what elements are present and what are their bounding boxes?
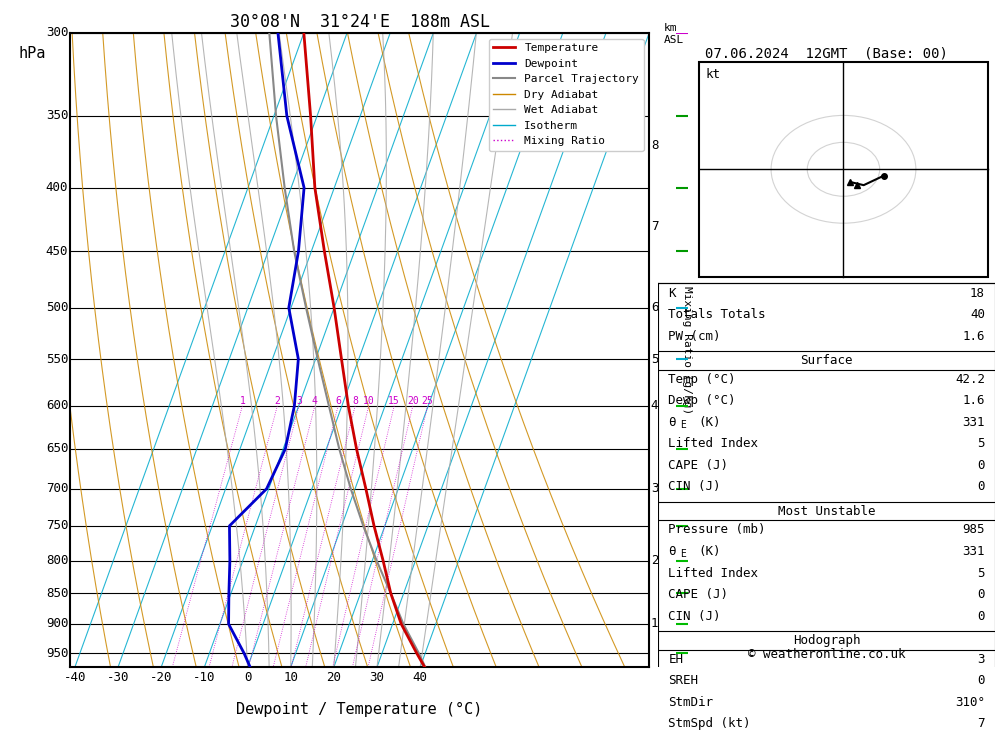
Text: 985: 985 bbox=[962, 523, 985, 537]
Text: 07.06.2024  12GMT  (Base: 00): 07.06.2024 12GMT (Base: 00) bbox=[705, 47, 948, 61]
Text: 1: 1 bbox=[239, 396, 245, 406]
Text: 6: 6 bbox=[651, 301, 658, 314]
Text: 2: 2 bbox=[274, 396, 280, 406]
Text: 0: 0 bbox=[977, 674, 985, 688]
Text: 700: 700 bbox=[46, 482, 68, 496]
Text: StmSpd (kt): StmSpd (kt) bbox=[668, 718, 751, 730]
Text: 4: 4 bbox=[312, 396, 318, 406]
Text: 3: 3 bbox=[296, 396, 302, 406]
Text: 450: 450 bbox=[46, 245, 68, 257]
Text: 7: 7 bbox=[651, 220, 658, 233]
Text: 10: 10 bbox=[283, 671, 298, 685]
Text: 20: 20 bbox=[326, 671, 341, 685]
Text: Lifted Index: Lifted Index bbox=[668, 438, 758, 450]
Text: 18: 18 bbox=[970, 287, 985, 300]
Text: 850: 850 bbox=[46, 586, 68, 600]
Text: 750: 750 bbox=[46, 520, 68, 532]
Title: 30°08'N  31°24'E  188m ASL: 30°08'N 31°24'E 188m ASL bbox=[230, 13, 490, 32]
Text: 500: 500 bbox=[46, 301, 68, 314]
Text: E: E bbox=[680, 419, 686, 430]
Text: CIN (J): CIN (J) bbox=[668, 610, 721, 623]
Text: 2: 2 bbox=[651, 554, 658, 567]
Text: 350: 350 bbox=[46, 109, 68, 122]
Text: 5: 5 bbox=[977, 567, 985, 580]
Text: Mixing Ratio (g/kg): Mixing Ratio (g/kg) bbox=[682, 286, 692, 414]
Text: 25: 25 bbox=[422, 396, 434, 406]
Text: 1.6: 1.6 bbox=[962, 394, 985, 408]
Text: 8: 8 bbox=[352, 396, 358, 406]
Text: Dewpoint / Temperature (°C): Dewpoint / Temperature (°C) bbox=[236, 702, 483, 717]
Text: 600: 600 bbox=[46, 399, 68, 413]
Text: θ: θ bbox=[668, 545, 676, 558]
Text: -20: -20 bbox=[150, 671, 172, 685]
Text: 900: 900 bbox=[46, 617, 68, 630]
Text: StmDir: StmDir bbox=[668, 696, 713, 709]
Text: 331: 331 bbox=[962, 416, 985, 429]
Text: θ: θ bbox=[668, 416, 676, 429]
Text: Lifted Index: Lifted Index bbox=[668, 567, 758, 580]
Text: EH: EH bbox=[668, 652, 683, 666]
Text: -40: -40 bbox=[64, 671, 86, 685]
Text: 310°: 310° bbox=[955, 696, 985, 709]
Text: 8: 8 bbox=[651, 139, 658, 152]
Text: -30: -30 bbox=[107, 671, 129, 685]
Text: 1.6: 1.6 bbox=[962, 330, 985, 343]
Text: E: E bbox=[680, 549, 686, 559]
Text: 800: 800 bbox=[46, 554, 68, 567]
Text: 950: 950 bbox=[46, 647, 68, 660]
Text: (K): (K) bbox=[699, 545, 721, 558]
Text: 0: 0 bbox=[977, 588, 985, 601]
Text: 550: 550 bbox=[46, 353, 68, 366]
Bar bbox=[699, 62, 988, 277]
Text: 5: 5 bbox=[977, 438, 985, 450]
Text: (K): (K) bbox=[699, 416, 721, 429]
Text: 3: 3 bbox=[977, 652, 985, 666]
Text: CIN (J): CIN (J) bbox=[668, 481, 721, 493]
Text: 0: 0 bbox=[977, 481, 985, 493]
Legend: Temperature, Dewpoint, Parcel Trajectory, Dry Adiabat, Wet Adiabat, Isotherm, Mi: Temperature, Dewpoint, Parcel Trajectory… bbox=[489, 39, 644, 151]
Text: 42.2: 42.2 bbox=[955, 372, 985, 386]
Text: SREH: SREH bbox=[668, 674, 698, 688]
Text: Dewp (°C): Dewp (°C) bbox=[668, 394, 736, 408]
Text: 300: 300 bbox=[46, 26, 68, 40]
Text: CAPE (J): CAPE (J) bbox=[668, 588, 728, 601]
Text: Totals Totals: Totals Totals bbox=[668, 308, 766, 321]
Text: kt: kt bbox=[705, 68, 720, 81]
Text: 4: 4 bbox=[651, 399, 658, 413]
Text: Most Unstable: Most Unstable bbox=[778, 505, 875, 518]
Text: Pressure (mb): Pressure (mb) bbox=[668, 523, 766, 537]
Text: 40: 40 bbox=[970, 308, 985, 321]
Text: 20: 20 bbox=[407, 396, 419, 406]
Text: CAPE (J): CAPE (J) bbox=[668, 459, 728, 472]
Text: 0: 0 bbox=[977, 610, 985, 623]
Text: 6: 6 bbox=[335, 396, 341, 406]
Text: 0: 0 bbox=[244, 671, 251, 685]
Text: © weatheronline.co.uk: © weatheronline.co.uk bbox=[748, 648, 905, 660]
Text: 5: 5 bbox=[651, 353, 658, 366]
Text: 331: 331 bbox=[962, 545, 985, 558]
Text: 3: 3 bbox=[651, 482, 658, 496]
Text: 30: 30 bbox=[370, 671, 385, 685]
Text: 0: 0 bbox=[977, 459, 985, 472]
Text: km
ASL: km ASL bbox=[664, 23, 684, 45]
Text: 10: 10 bbox=[363, 396, 375, 406]
Text: 40: 40 bbox=[413, 671, 428, 685]
Text: Surface: Surface bbox=[800, 355, 853, 367]
Text: K: K bbox=[668, 287, 676, 300]
Text: -10: -10 bbox=[193, 671, 216, 685]
Text: 1: 1 bbox=[651, 617, 658, 630]
Text: Temp (°C): Temp (°C) bbox=[668, 372, 736, 386]
Text: 15: 15 bbox=[388, 396, 400, 406]
Text: Hodograph: Hodograph bbox=[793, 635, 860, 647]
Text: PW (cm): PW (cm) bbox=[668, 330, 721, 343]
Text: 400: 400 bbox=[46, 181, 68, 194]
Text: 650: 650 bbox=[46, 443, 68, 455]
Text: 7: 7 bbox=[977, 718, 985, 730]
Text: hPa: hPa bbox=[19, 45, 46, 61]
